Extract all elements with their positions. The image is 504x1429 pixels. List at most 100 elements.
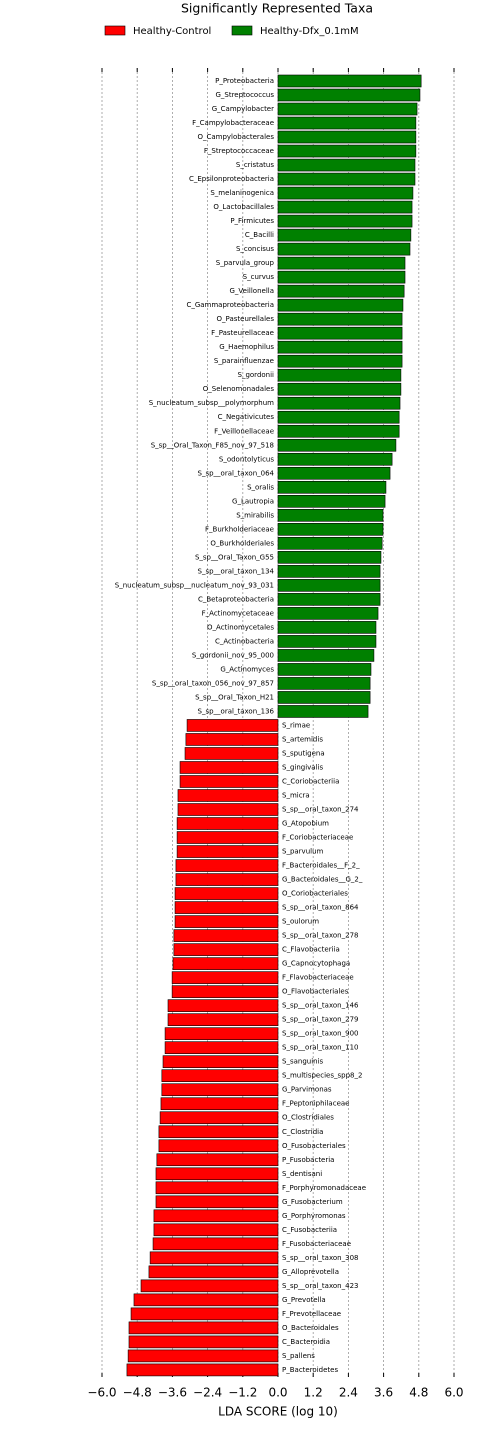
category-label: F_Flavobacteriaceae [282,974,354,982]
bar [127,1349,279,1363]
bar [277,158,416,172]
category-label: S_sp__oral_taxon_423 [282,1282,358,1290]
bar [176,845,279,858]
bar [179,761,279,774]
category-label: P_Bacteroidetes [282,1366,338,1374]
category-label: C_Negativicutes [218,413,275,421]
category-label: S_sp__oral_taxon_110 [282,1044,358,1052]
bar [277,621,377,634]
bar [130,1307,279,1321]
bar [155,1167,279,1181]
category-label: S_parainfluenzae [214,357,274,365]
bar [175,873,279,886]
category-label: S_sp__oral_taxon_146 [282,1002,359,1010]
bar [277,438,397,452]
category-label: O_Actinomycetales [207,623,274,631]
bar [277,144,417,158]
category-label: F_Campylobacteraceae [192,119,274,127]
category-label: S_sp__oral_taxon_056_nov_97_857 [152,679,274,687]
category-label: S_rimae [282,721,310,729]
category-label: C_Actinobacteria [215,637,274,645]
category-label: S_cristatus [236,161,274,169]
bar [277,649,375,662]
bar [277,691,371,704]
category-label: S_parvulum [282,848,324,856]
bar [277,228,412,242]
bar [277,116,417,130]
x-tick-label: 4.8 [409,1386,428,1400]
bar [128,1335,279,1349]
category-label: S_concisus [236,245,274,253]
bar [167,999,279,1012]
bar [277,312,403,326]
category-label: S_sp__oral_taxon_308 [282,1254,358,1262]
x-tick-label: 0.0 [268,1386,287,1400]
bar [277,551,382,564]
category-label: F_Burkholderiaceae [205,525,274,533]
category-label: G_Parvimonas [282,1086,332,1094]
bar [148,1265,279,1279]
bar [128,1321,279,1335]
category-label: O_Selenomonadales [203,385,275,393]
category-label: G_Haemophilus [219,343,274,351]
legend-swatch [231,25,253,36]
category-label: S_artemidis [282,735,323,743]
x-tick-label: −3.6 [158,1386,187,1400]
bar [161,1083,279,1097]
bar [277,537,383,550]
category-label: S_sp__oral_taxon_274 [282,806,359,814]
bar [149,1251,279,1265]
category-label: S_sp__oral_taxon_134 [198,567,275,575]
bar [277,200,413,214]
category-label: S_mirabilis [236,511,274,519]
category-label: O_Coriobacteriales [282,890,348,898]
x-tick-label: 1.2 [304,1386,323,1400]
category-label: G_Atopobium [282,820,329,828]
bar [277,382,402,396]
category-label: S_sp__oral_taxon_279 [282,1016,358,1024]
bar [277,593,381,606]
category-label: F_Pasteurellaceae [211,329,274,337]
bar [277,494,386,508]
bar [277,326,403,340]
bar [277,607,379,620]
bar [186,719,279,732]
bar [277,509,384,522]
category-label: F_Actinomycetaceae [202,609,274,617]
x-axis-label: LDA SCORE (log 10) [218,1405,338,1419]
x-tick-label: 6.0 [444,1386,463,1400]
bar [177,789,279,802]
bar [277,284,405,298]
category-label: S_sp__oral_taxon_864 [282,904,359,912]
bar [173,943,279,956]
category-label: S_parvula_group [216,259,275,267]
category-label: S_sp__oral_taxon_064 [198,469,275,477]
category-label: C_Bacilli [245,231,274,239]
x-tick-label: −1.2 [228,1386,257,1400]
bar [277,340,403,354]
bar [176,831,279,844]
category-label: S_sp__Oral_Taxon_H21 [195,693,274,701]
bar [277,677,371,690]
bar [277,270,406,284]
bar [277,466,391,480]
category-label: O_Burkholderiales [210,539,274,547]
category-label: S_oralis [247,483,274,491]
category-label: S_sp__oral_taxon_136 [198,707,275,715]
bar [159,1111,279,1125]
category-label: S_gingivalis [282,763,323,771]
bar [277,242,411,256]
category-label: F_Bacteroidales__F_2_ [282,862,360,870]
category-label: P_Firmicutes [230,217,274,225]
bar [277,130,417,144]
bar [175,859,279,872]
bar [153,1223,279,1237]
bar [173,929,279,942]
category-label: G_Alloprevotella [282,1268,339,1276]
bar [277,480,387,494]
bar [155,1195,279,1209]
bar [171,971,279,984]
category-label: G_Streptococcus [215,91,274,99]
bar [152,1237,279,1251]
category-label: C_Epsilonproteobacteria [189,175,274,183]
